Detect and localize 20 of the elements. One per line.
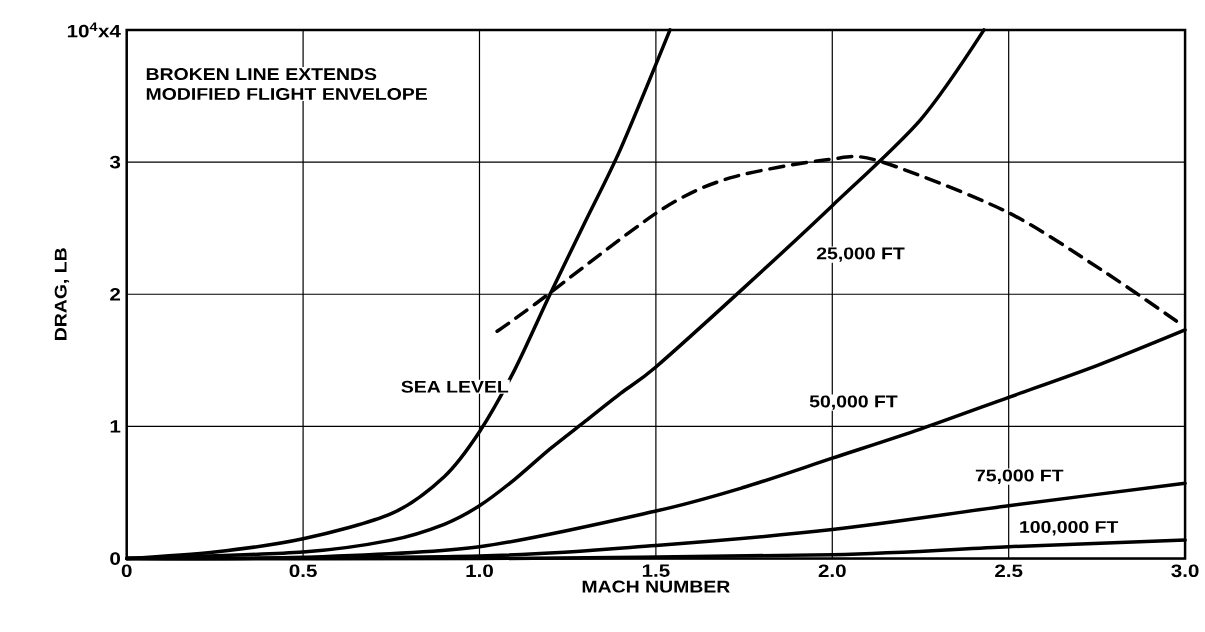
x-tick-label: 3.0 [1171,564,1199,577]
y-tick-label: 2 [110,287,121,301]
x-tick-label: 2.5 [995,564,1023,577]
x-axis-title: MACH NUMBER [582,580,730,593]
x-tick-label: 0.5 [289,564,317,577]
x-tick-label: 0 [121,564,132,577]
y-tick-label: 3 [109,155,121,169]
series-label: 100,000 FT [1020,520,1119,536]
y-tick-label: 1 [110,420,121,433]
y-axis-title: DRAG, LB [54,247,70,340]
series-label: 75,000 FT [975,469,1064,484]
x-tick-label: 2.0 [818,564,846,577]
annotation: BROKEN LINE EXTENDS MODIFIED FLIGHT ENVELOPE [146,67,427,100]
y-tick-label: 10$^{4}$x4 [67,22,121,38]
x-tick-label: 1.0 [466,564,493,577]
series-label: 50,000 FT [809,395,898,410]
series-label: SEA LEVEL [401,380,509,393]
y-tick-label: 0 [110,552,121,565]
x-tick-label: 1.5 [642,564,670,577]
series-label: 25,000 FT [816,247,905,262]
